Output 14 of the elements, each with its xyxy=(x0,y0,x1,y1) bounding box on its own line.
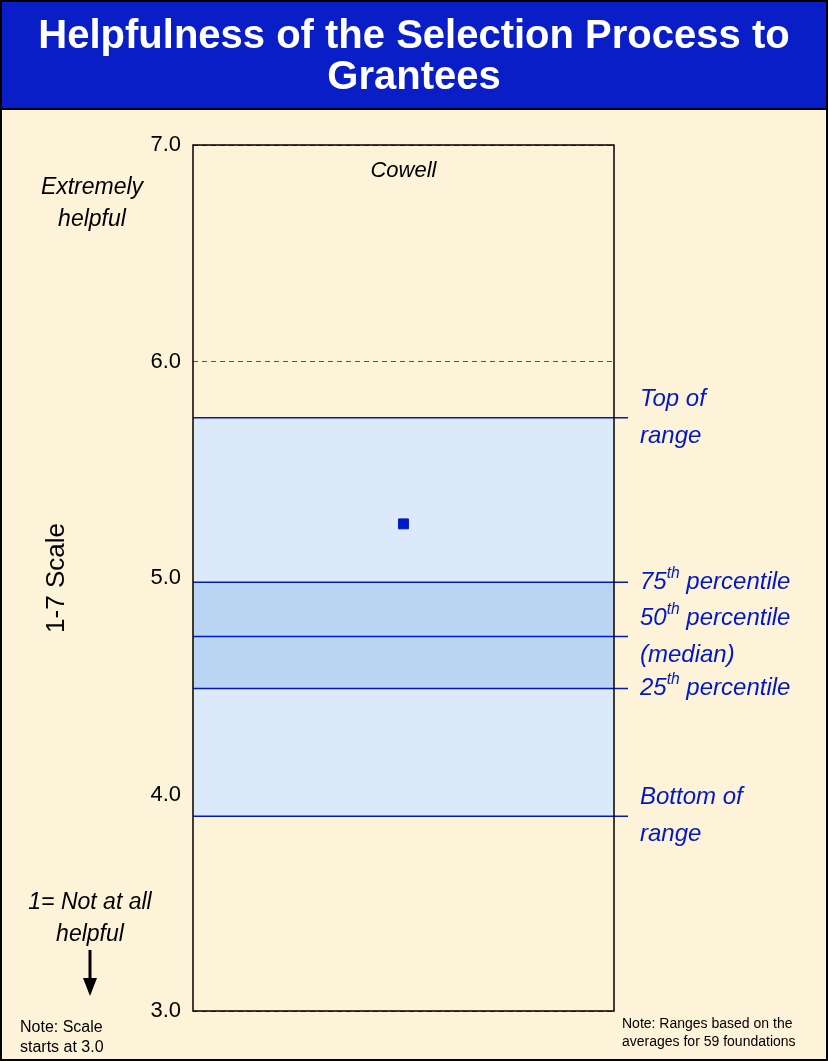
y-tick-label: 5.0 xyxy=(150,564,181,590)
chart-title: Helpfulness of the Selection Process to Grantees xyxy=(2,2,826,110)
text: Note: Scale starts at 3.0 xyxy=(20,1017,105,1057)
text: Extremely helpful xyxy=(39,172,145,233)
y-tick-label: 3.0 xyxy=(150,997,181,1023)
text: 1= Not at all helpful xyxy=(27,887,153,948)
y-tick-label: 4.0 xyxy=(150,780,181,806)
ref-line-label: Top of range xyxy=(640,383,709,448)
x-tick-label: Cowell xyxy=(370,157,438,183)
y-tick-label: 7.0 xyxy=(150,131,181,157)
y-axis-title: 1-7 Scale xyxy=(40,523,71,633)
y-tick-label: 6.0 xyxy=(150,347,181,373)
text: Note: Ranges based on the averages for 59 foundations xyxy=(622,1014,797,1050)
ref-line-label: Bottom of range xyxy=(640,782,746,847)
